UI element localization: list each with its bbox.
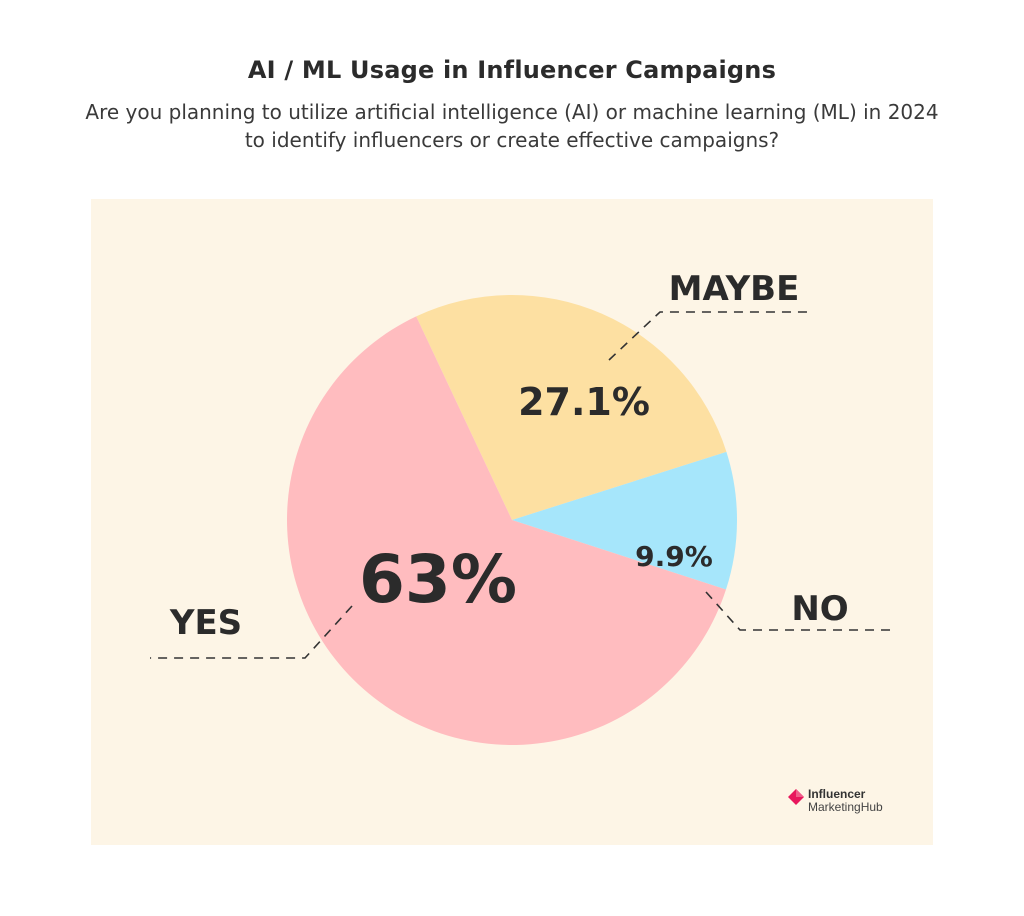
slice-label-maybe: MAYBE: [669, 269, 800, 309]
slice-label-yes: YES: [169, 603, 242, 643]
slice-label-no: NO: [791, 589, 848, 629]
slice-value-no: 9.9%: [635, 540, 713, 573]
leader-line-maybe: [608, 311, 812, 361]
logo-text-line2: MarketingHub: [808, 800, 883, 814]
pie-slice-yes: [287, 316, 726, 745]
chart-subtitle: Are you planning to utilize artificial i…: [85, 100, 939, 152]
slice-value-maybe: 27.1%: [518, 380, 650, 424]
pie-slice-no: [512, 451, 738, 590]
pie-slice-maybe: [416, 294, 727, 520]
leader-line-no: [705, 591, 895, 631]
chart-title: AI / ML Usage in Influencer Campaigns: [247, 56, 777, 84]
leader-line-yes: [150, 605, 353, 659]
brand-logo: Influencer MarketingHub: [786, 787, 926, 817]
logo-text-line1: Influencer: [808, 787, 866, 801]
diamond-logo-icon: [788, 789, 804, 805]
slice-value-yes: 63%: [359, 541, 517, 618]
